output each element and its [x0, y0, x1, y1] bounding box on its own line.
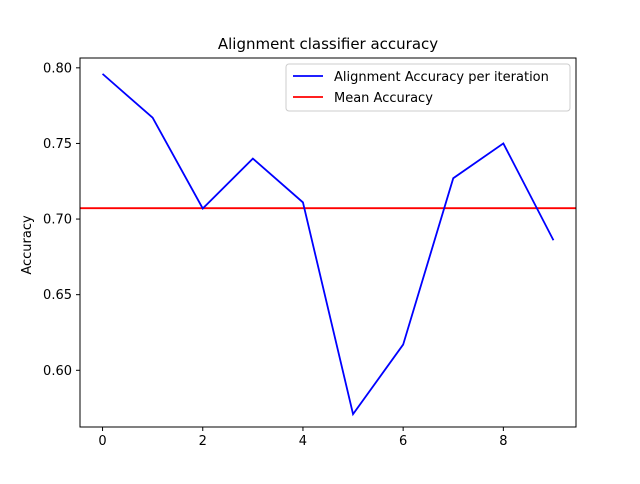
x-tick-label: 0: [98, 434, 106, 449]
x-tick-label: 6: [399, 434, 407, 449]
legend-label-mean: Mean Accuracy: [334, 91, 433, 106]
x-tick-label: 8: [499, 434, 507, 449]
x-tick-label: 4: [299, 434, 307, 449]
y-tick-label: 0.65: [43, 288, 72, 303]
y-tick-label: 0.75: [43, 137, 72, 152]
y-axis-label: Accuracy: [20, 215, 35, 275]
legend: Alignment Accuracy per iteration Mean Ac…: [286, 64, 570, 111]
chart-title: Alignment classifier accuracy: [218, 35, 438, 53]
x-tick-label: 2: [199, 434, 207, 449]
y-tick-label: 0.70: [43, 213, 72, 228]
y-tick-label: 0.80: [43, 61, 72, 76]
legend-label-accuracy: Alignment Accuracy per iteration: [334, 70, 549, 85]
y-tick-label: 0.60: [43, 364, 72, 379]
